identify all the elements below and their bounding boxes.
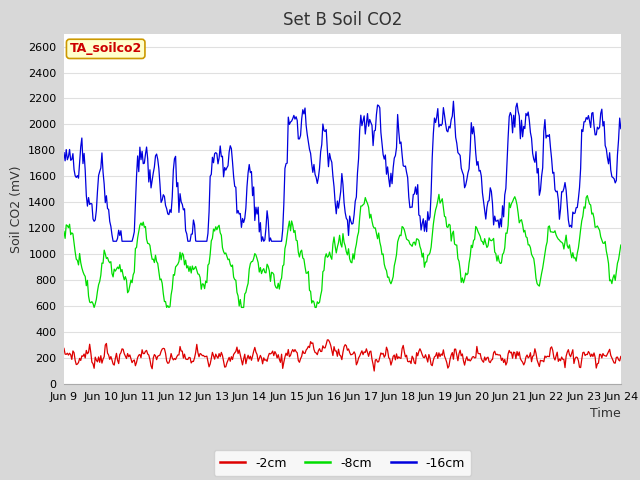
Y-axis label: Soil CO2 (mV): Soil CO2 (mV) xyxy=(10,165,22,252)
Title: Set B Soil CO2: Set B Soil CO2 xyxy=(283,11,402,29)
Legend: -2cm, -8cm, -16cm: -2cm, -8cm, -16cm xyxy=(214,450,471,476)
X-axis label: Time: Time xyxy=(590,407,621,420)
Text: TA_soilco2: TA_soilco2 xyxy=(70,42,142,55)
